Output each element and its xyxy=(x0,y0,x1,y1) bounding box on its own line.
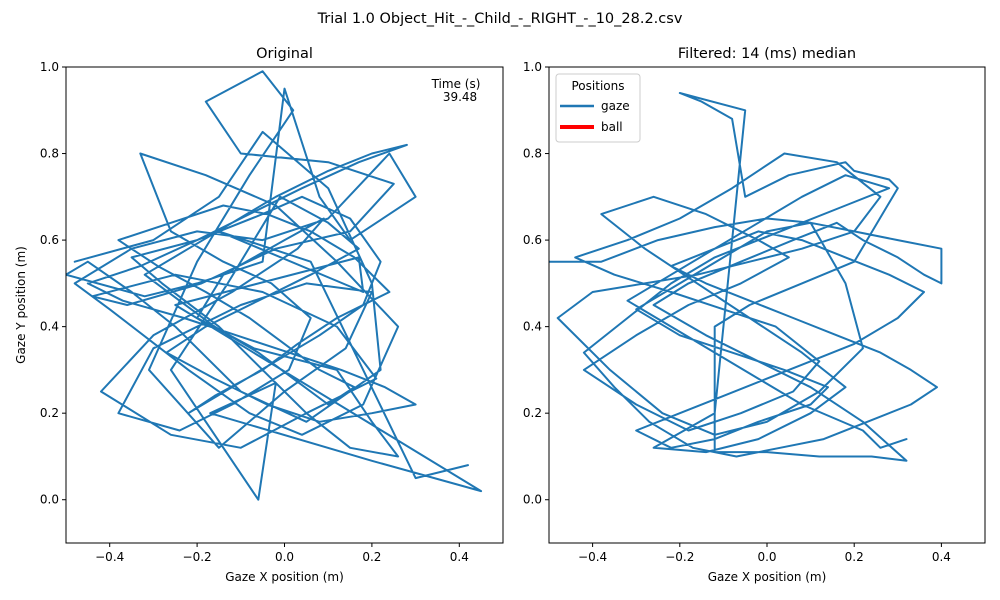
x-tick-label: 0.0 xyxy=(275,550,294,564)
panel-original-title: Original xyxy=(256,46,313,62)
series-gaze-line xyxy=(549,92,943,462)
y-tick-label: 0.0 xyxy=(40,493,59,507)
panel-filtered-plot-area xyxy=(549,92,943,462)
panel-original: Original −0.4 −0.2 0.0 0.2 0.4 0.00.20.40.60… xyxy=(14,46,504,584)
x-tick-label: −0.2 xyxy=(665,550,694,564)
panel-filtered-xlabel: Gaze X position (m) xyxy=(708,570,827,584)
y-tick-label: 0.8 xyxy=(40,147,59,161)
x-tick-label: −0.4 xyxy=(578,550,607,564)
x-tick-label: −0.2 xyxy=(183,550,212,564)
y-tick-label: 0.2 xyxy=(523,406,542,420)
x-tick-label: 0.2 xyxy=(362,550,381,564)
panel-original-xlabel: Gaze X position (m) xyxy=(225,570,344,584)
y-tick-label: 1.0 xyxy=(40,60,59,74)
y-tick-label: 0.4 xyxy=(40,320,59,334)
time-annotation-value: 39.48 xyxy=(443,90,477,104)
series-gaze-line xyxy=(66,70,483,501)
y-tick-label: 0.0 xyxy=(523,493,542,507)
y-tick-label: 0.2 xyxy=(40,406,59,420)
y-tick-label: 0.4 xyxy=(523,320,542,334)
legend: Positions gaze ball xyxy=(555,73,641,143)
y-tick-label: 0.8 xyxy=(523,147,542,161)
figure-suptitle: Trial 1.0 Object_Hit_-_Child_-_RIGHT_-_1… xyxy=(317,11,683,27)
x-tick-label: 0.0 xyxy=(757,550,776,564)
y-tick-label: 0.6 xyxy=(523,233,542,247)
panel-filtered-x-ticks: −0.4 −0.2 0.0 0.2 0.4 xyxy=(578,543,951,564)
panel-original-ylabel: Gaze Y position (m) xyxy=(14,246,28,364)
panel-filtered: Filtered: 14 (ms) median −0.4 −0.2 0.0 0.2 0… xyxy=(523,46,986,584)
x-tick-label: 0.4 xyxy=(932,550,951,564)
panel-original-y-ticks: 0.0 0.2 0.4 0.6 0.8 1.0 xyxy=(40,60,66,507)
x-tick-label: 0.2 xyxy=(845,550,864,564)
legend-title: Positions xyxy=(572,79,625,93)
legend-gaze-label: gaze xyxy=(601,99,630,113)
y-tick-label: 1.0 xyxy=(523,60,542,74)
x-tick-label: −0.4 xyxy=(95,550,124,564)
legend-ball-label: ball xyxy=(601,120,623,134)
y-tick-label: 0.6 xyxy=(40,233,59,247)
time-annotation-label: Time (s) xyxy=(431,77,481,91)
panel-filtered-title: Filtered: 14 (ms) median xyxy=(678,46,856,62)
panel-original-plot-area xyxy=(66,70,483,501)
panel-original-x-ticks: −0.4 −0.2 0.0 0.2 0.4 xyxy=(95,543,469,564)
x-tick-label: 0.4 xyxy=(450,550,469,564)
panel-filtered-y-ticks: 0.0 0.2 0.4 0.6 0.8 1.0 xyxy=(523,60,549,507)
